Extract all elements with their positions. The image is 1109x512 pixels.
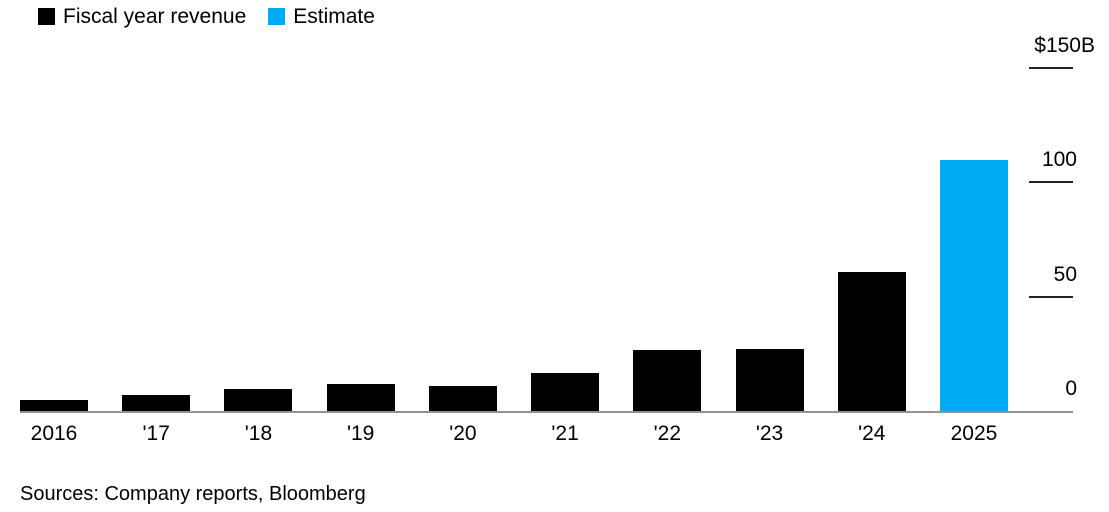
bar-2016 <box>20 399 88 411</box>
x-tick-label: '17 <box>142 422 170 445</box>
x-tick-label: '19 <box>346 422 375 445</box>
bar-20 <box>428 386 497 411</box>
y-tick-label: 50 <box>1053 262 1077 286</box>
x-tick-label: '20 <box>449 422 477 445</box>
legend-swatch-icon <box>268 8 286 25</box>
y-tick-line <box>1029 67 1073 69</box>
bar-17 <box>122 395 191 411</box>
x-tick-label: '18 <box>244 422 273 445</box>
bar-19 <box>326 384 395 411</box>
x-tick-label: '22 <box>653 422 681 445</box>
y-tick-label: $150B <box>1034 34 1095 57</box>
bar-23 <box>735 349 804 411</box>
legend-label: Estimate <box>293 5 375 28</box>
chart-legend: Fiscal year revenue Estimate <box>38 6 375 27</box>
y-tick-label: 0 <box>1065 377 1077 400</box>
bar-18 <box>224 388 293 411</box>
y-tick-line <box>1029 295 1073 298</box>
x-tick-label: '24 <box>858 422 886 445</box>
bar-24 <box>837 271 906 411</box>
legend-swatch-icon <box>38 8 55 25</box>
legend-item-1: Estimate <box>268 6 375 27</box>
x-axis-labels: 2016 '17 '18 '19 '20 '21 '22 '23 '24 2025 <box>20 422 1008 446</box>
y-tick-line <box>1029 181 1073 184</box>
legend-item-0: Fiscal year revenue <box>38 6 246 27</box>
bar-21 <box>531 372 600 411</box>
x-tick-label: '23 <box>755 422 784 445</box>
bar-2025 <box>939 159 1008 411</box>
sources-note: Sources: Company reports, Bloomberg <box>20 483 366 505</box>
legend-label: Fiscal year revenue <box>63 5 247 28</box>
plot-area <box>20 68 1008 411</box>
bar-22 <box>633 349 702 411</box>
x-tick-label: 2016 <box>30 422 78 445</box>
x-axis-line <box>20 411 1073 413</box>
y-tick-label: 100 <box>1041 148 1077 172</box>
x-tick-label: '21 <box>551 422 579 445</box>
x-tick-label: 2025 <box>950 422 998 445</box>
